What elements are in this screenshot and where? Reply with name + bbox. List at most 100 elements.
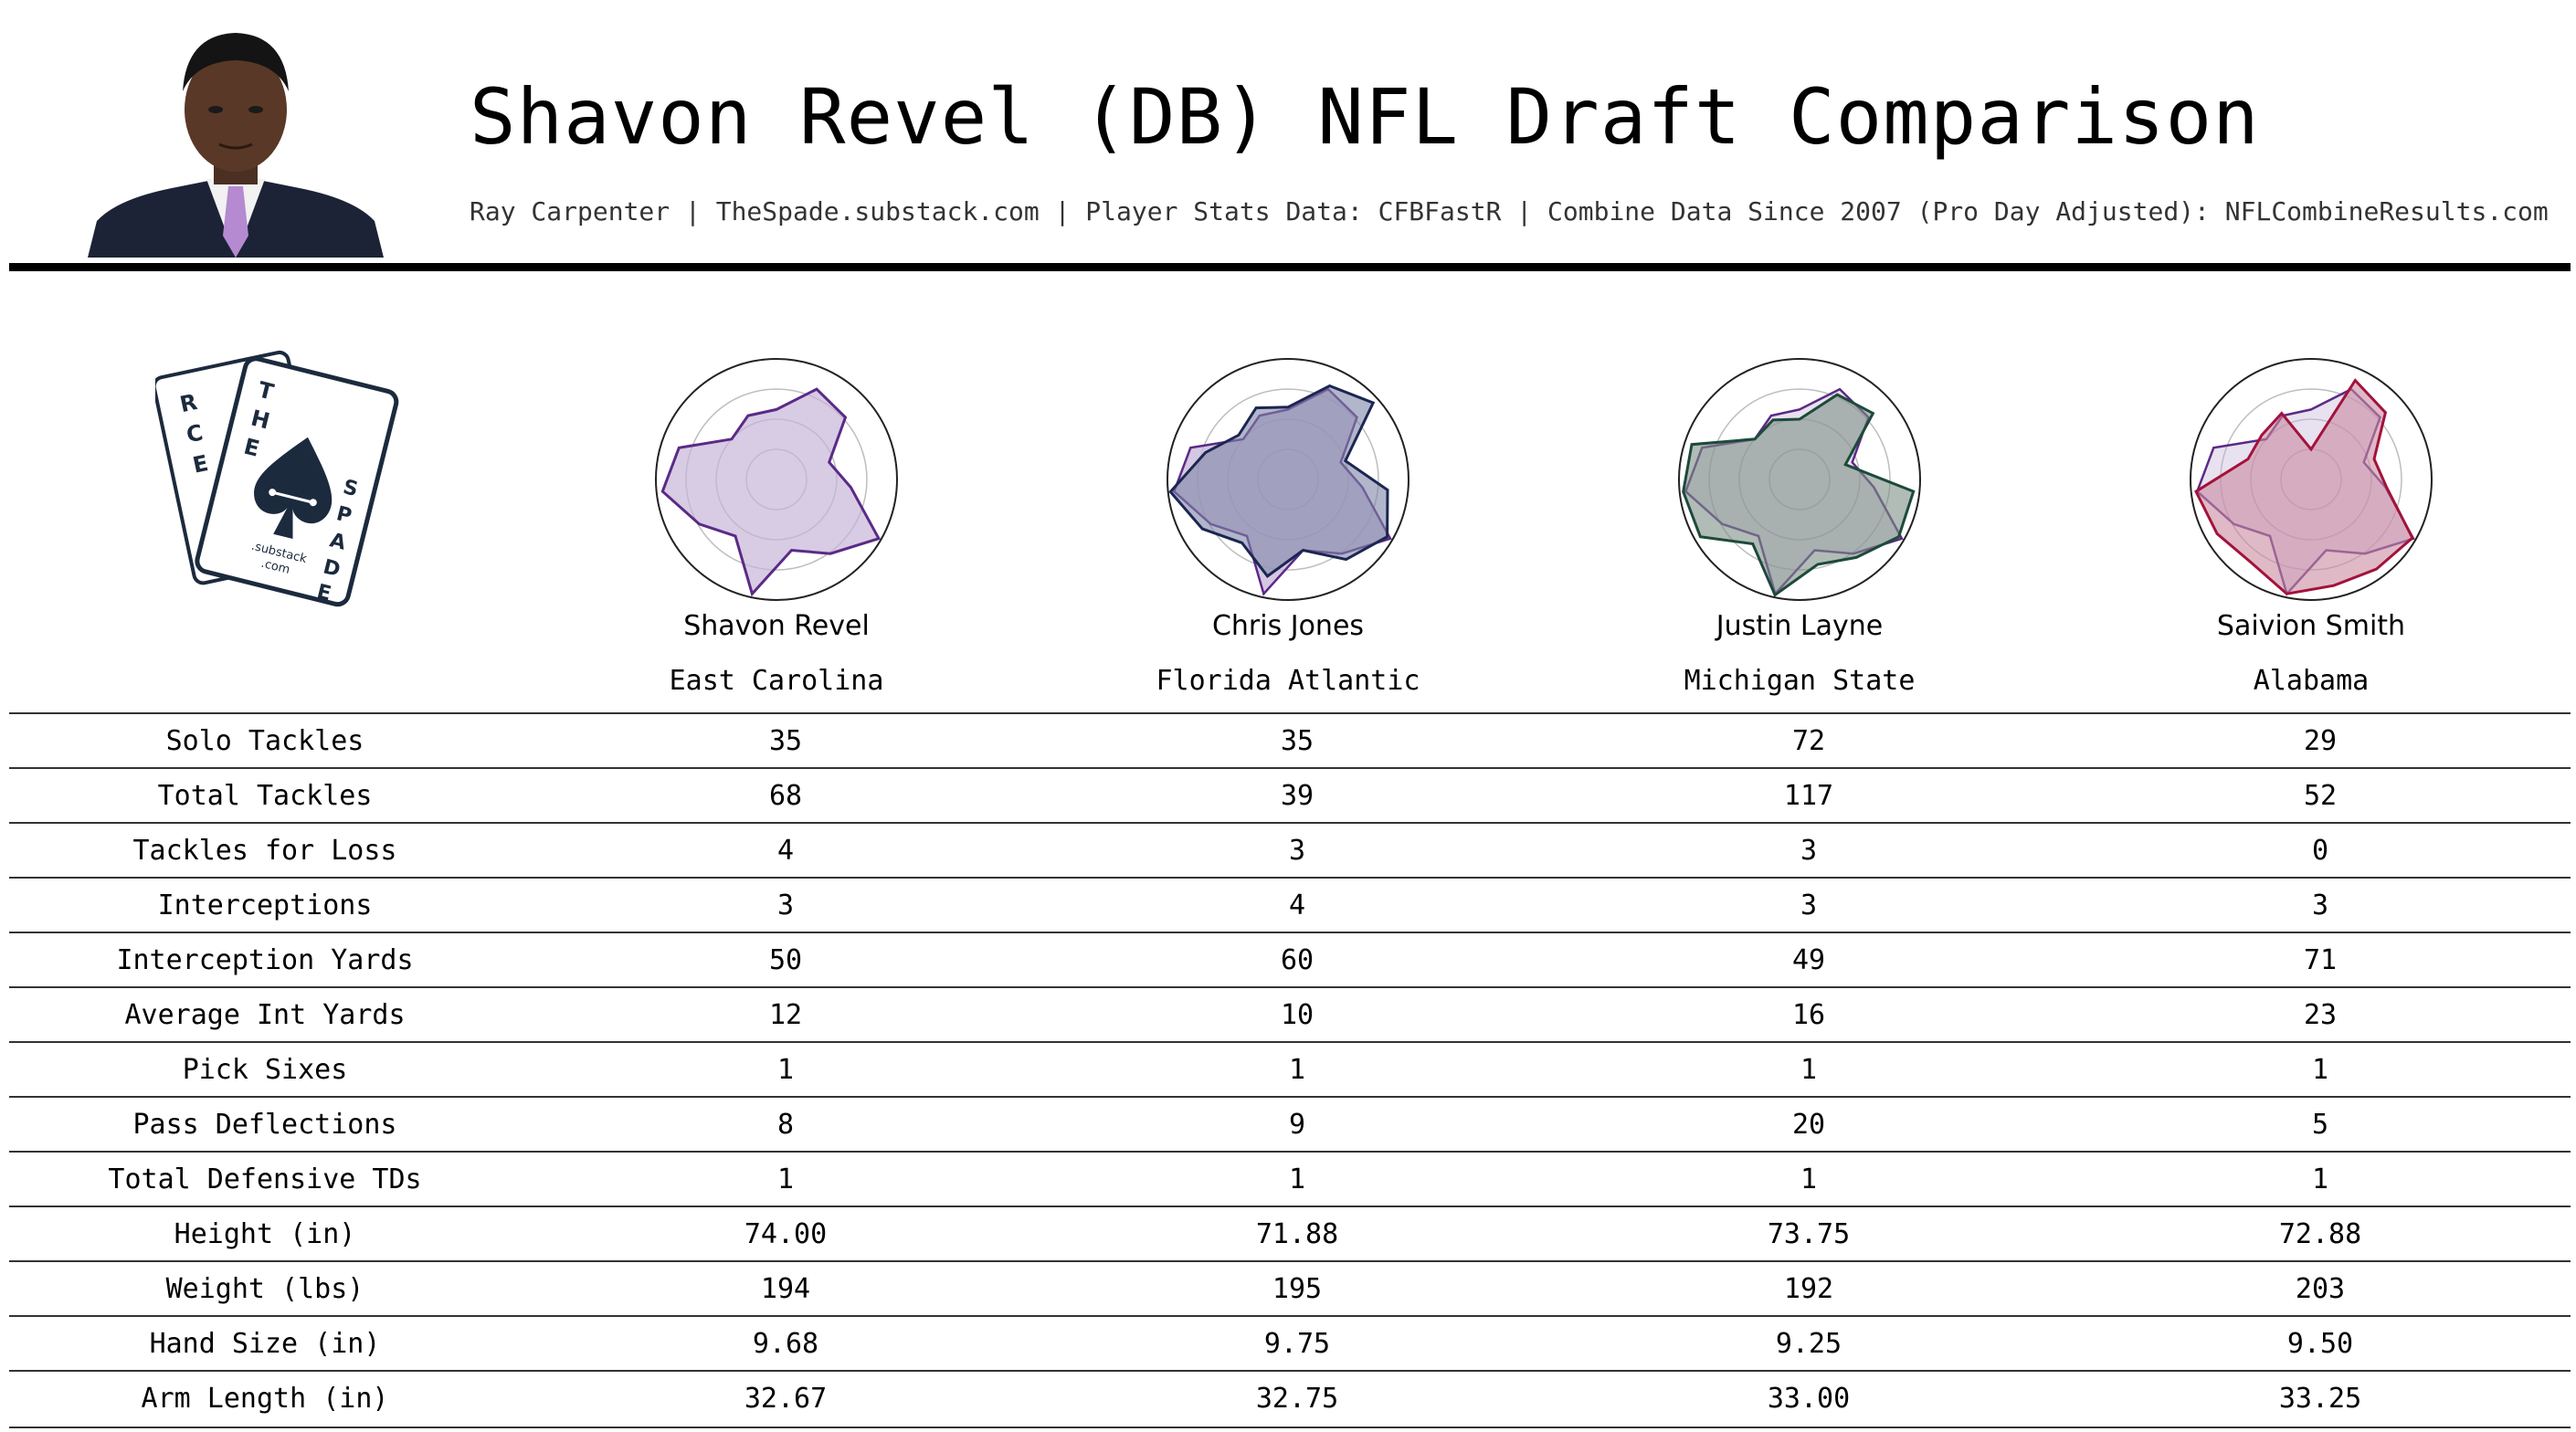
table-row: Pass Deflections 8 9 20 5 (9, 1096, 2571, 1153)
table-cell: 1 (1288, 1054, 1306, 1086)
radar-player-polygon (1168, 384, 1389, 578)
table-cell: 9.68 (752, 1328, 819, 1360)
logo-letter-e: E (191, 450, 211, 479)
table-cell: 5 (2311, 1109, 2329, 1141)
row-label: Total Tackles (157, 780, 373, 812)
radar-chart-justin-layne (1678, 358, 1921, 601)
table-cell: 49 (1791, 944, 1826, 976)
table-row: Pick Sixes 1 1 1 1 (9, 1041, 2571, 1098)
table-cell: 72 (1791, 725, 1826, 757)
table-cell: 3 (776, 890, 795, 921)
player-photo (88, 33, 384, 258)
logo-letter-e2: E (241, 434, 262, 462)
table-cell: 16 (1791, 999, 1826, 1031)
table-row: Average Int Yards 12 10 16 23 (9, 986, 2571, 1043)
table-cell: 1 (1800, 1054, 1818, 1086)
table-row: Tackles for Loss 4 3 3 0 (9, 822, 2571, 879)
radar-ring (655, 358, 898, 601)
table-cell: 9.75 (1263, 1328, 1331, 1360)
logo-caption-com: .com (259, 557, 291, 577)
table-cell: 12 (768, 999, 803, 1031)
row-label: Arm Length (in) (141, 1383, 389, 1415)
table-cell: 0 (2311, 835, 2329, 867)
logo-letter-t: T (256, 377, 277, 405)
table-cell: 195 (1272, 1273, 1323, 1305)
table-cell: 1 (776, 1164, 795, 1195)
row-label: Pass Deflections (132, 1109, 397, 1141)
table-cell: 71.88 (1255, 1218, 1339, 1250)
table-row: Total Tackles 68 39 117 52 (9, 767, 2571, 824)
row-label: Weight (lbs) (165, 1273, 364, 1305)
player-school: Michigan State (1684, 665, 1916, 697)
radar-ring (2190, 358, 2433, 601)
table-cell: 72.88 (2278, 1218, 2362, 1250)
table-cell: 3 (2311, 890, 2329, 921)
row-label: Average Int Yards (124, 999, 406, 1031)
row-label: Interceptions (157, 890, 373, 921)
table-cell: 9.50 (2286, 1328, 2354, 1360)
player-name: Chris Jones (1211, 610, 1365, 642)
table-row: Interception Yards 50 60 49 71 (9, 932, 2571, 988)
table-row: Solo Tackles 35 35 72 29 (9, 712, 2571, 769)
table-row: Weight (lbs) 194 195 192 203 (9, 1260, 2571, 1317)
row-label: Height (in) (174, 1218, 356, 1250)
row-label: Total Defensive TDs (108, 1164, 422, 1195)
logo-letter-e3: E (314, 581, 333, 606)
table-row: Height (in) 74.00 71.88 73.75 72.88 (9, 1206, 2571, 1262)
table-cell: 1 (1800, 1164, 1818, 1195)
table-cell: 60 (1280, 944, 1314, 976)
logo-letter-a: A (327, 529, 348, 554)
table-cell: 9 (1288, 1109, 1306, 1141)
logo-letter-s: S (341, 476, 360, 501)
table-cell: 4 (1288, 890, 1306, 921)
table-cell: 117 (1783, 780, 1834, 812)
player-school: Florida Atlantic (1156, 665, 1420, 697)
table-row: Hand Size (in) 9.68 9.75 9.25 9.50 (9, 1315, 2571, 1372)
logo-letter-c: C (185, 419, 206, 448)
page-subtitle: Ray Carpenter | TheSpade.substack.com | … (470, 196, 2549, 226)
header-divider (9, 263, 2571, 271)
table-cell: 192 (1783, 1273, 1834, 1305)
table-cell: 203 (2295, 1273, 2346, 1305)
radar-player-polygon (660, 387, 882, 597)
table-cell: 3 (1800, 835, 1818, 867)
table-row: Arm Length (in) 32.67 32.75 33.00 33.25 (9, 1370, 2571, 1428)
radar-chart-chris-jones (1167, 358, 1409, 601)
the-spade-logo: R C E T H E S P A D E .substack .com (155, 350, 399, 607)
table-cell: 3 (1288, 835, 1306, 867)
logo-letter-p: P (334, 502, 354, 528)
player-name: Shavon Revel (683, 610, 870, 642)
table-cell: 3 (1800, 890, 1818, 921)
table-cell: 39 (1280, 780, 1314, 812)
table-cell: 68 (768, 780, 803, 812)
table-cell: 1 (776, 1054, 795, 1086)
table-cell: 32.67 (744, 1383, 828, 1415)
player-name: Saivion Smith (2216, 610, 2406, 642)
table-cell: 33.25 (2278, 1383, 2362, 1415)
radar-chart-saivion-smith (2190, 358, 2433, 601)
table-cell: 10 (1280, 999, 1314, 1031)
spade-icon (254, 437, 333, 540)
radar-ring (1678, 358, 1921, 601)
table-cell: 1 (2311, 1054, 2329, 1086)
table-cell: 9.25 (1775, 1328, 1842, 1360)
table-cell: 35 (1280, 725, 1314, 757)
table-cell: 35 (768, 725, 803, 757)
table-cell: 50 (768, 944, 803, 976)
row-label: Hand Size (in) (149, 1328, 381, 1360)
table-cell: 73.75 (1767, 1218, 1851, 1250)
player-name: Justin Layne (1716, 610, 1884, 642)
radar-ring (1167, 358, 1409, 601)
row-label: Interception Yards (116, 944, 414, 976)
table-cell: 74.00 (744, 1218, 828, 1250)
table-cell: 20 (1791, 1109, 1826, 1141)
table-cell: 8 (776, 1109, 795, 1141)
page-title: Shavon Revel (DB) NFL Draft Comparison (470, 72, 2260, 162)
table-cell: 29 (2303, 725, 2338, 757)
table-row: Interceptions 3 4 3 3 (9, 877, 2571, 933)
row-label: Pick Sixes (182, 1054, 348, 1086)
radar-chart-shavon-revel (655, 358, 898, 601)
table-row: Total Defensive TDs 1 1 1 1 (9, 1151, 2571, 1207)
table-cell: 194 (760, 1273, 811, 1305)
